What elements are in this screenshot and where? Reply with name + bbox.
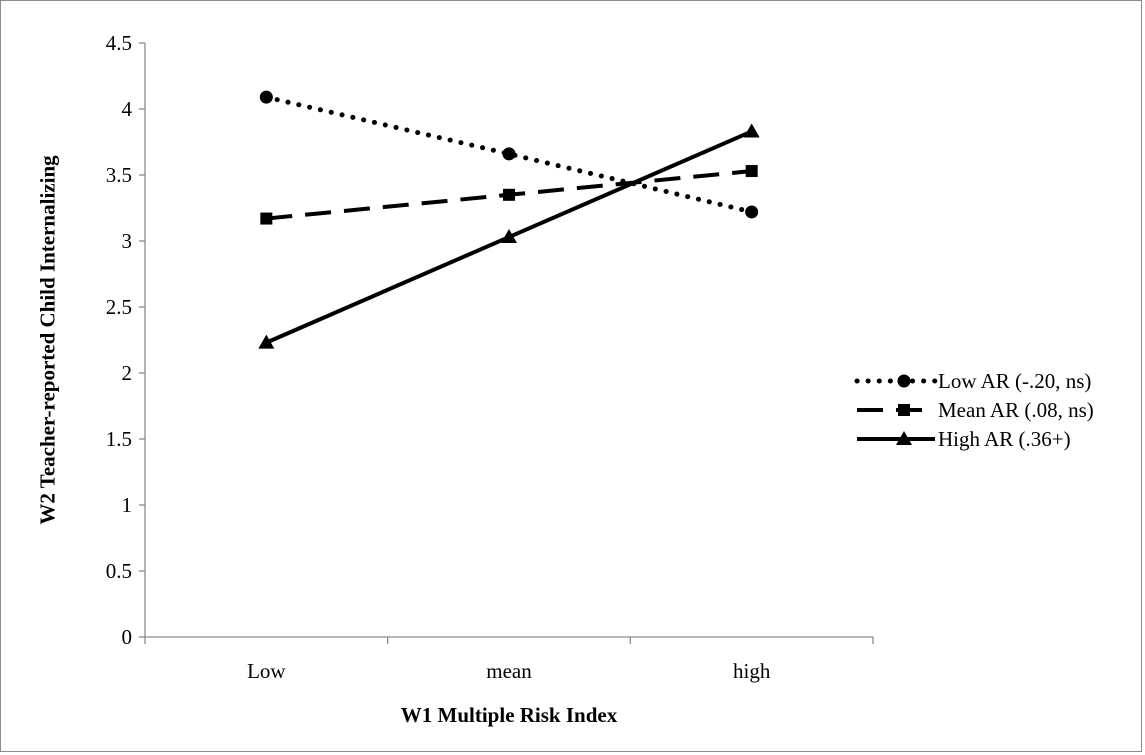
legend-marker <box>896 431 912 445</box>
x-tick-label: Low <box>247 659 286 683</box>
legend-marker <box>897 374 911 388</box>
data-point <box>258 334 275 349</box>
series-markers <box>258 90 760 349</box>
y-tick-label: 3.5 <box>106 163 132 187</box>
data-point <box>502 147 516 161</box>
legend-marker <box>898 404 910 416</box>
y-tick-label: 4.5 <box>106 31 132 55</box>
y-tick-label: 2.5 <box>106 295 132 319</box>
data-point <box>260 212 273 225</box>
data-point <box>259 90 273 104</box>
y-tick-label: 1 <box>122 493 133 517</box>
data-point <box>503 188 515 201</box>
data-point <box>501 229 517 244</box>
plot-area: 0 0.5 1 1.5 2 2.5 3 3.5 4 4.5 Low mean high <box>106 31 874 683</box>
data-point <box>743 123 760 138</box>
x-axis-title: W1 Multiple Risk Index <box>401 703 618 727</box>
y-tick-label: 2 <box>122 361 133 385</box>
y-tick-label: 0 <box>122 625 133 649</box>
x-tick-label: mean <box>486 659 532 683</box>
series-lines <box>263 94 755 345</box>
legend-label: Mean AR (.08, ns) <box>938 398 1094 422</box>
legend-item: Low AR (-.20, ns) <box>854 369 1091 393</box>
legend-label: Low AR (-.20, ns) <box>938 369 1091 393</box>
legend-item: Mean AR (.08, ns) <box>857 398 1094 422</box>
y-tick-label: 3 <box>122 229 133 253</box>
y-tick-label: 0.5 <box>106 559 132 583</box>
x-tick-label: high <box>733 659 771 683</box>
y-axis-ticks: 0 0.5 1 1.5 2 2.5 3 3.5 4 4.5 <box>106 31 145 649</box>
x-axis-ticks: Low mean high <box>144 637 874 683</box>
legend: Low AR (-.20, ns) Mean AR (.08, ns) High A… <box>854 369 1094 451</box>
y-axis-title: W2 Teacher-reported Child Internalizing <box>35 155 59 525</box>
y-tick-label: 1.5 <box>106 427 132 451</box>
data-point <box>745 205 759 219</box>
legend-label: High AR (.36+) <box>938 427 1071 451</box>
data-point <box>745 165 758 178</box>
y-tick-label: 4 <box>122 97 133 121</box>
legend-item: High AR (.36+) <box>857 427 1071 451</box>
